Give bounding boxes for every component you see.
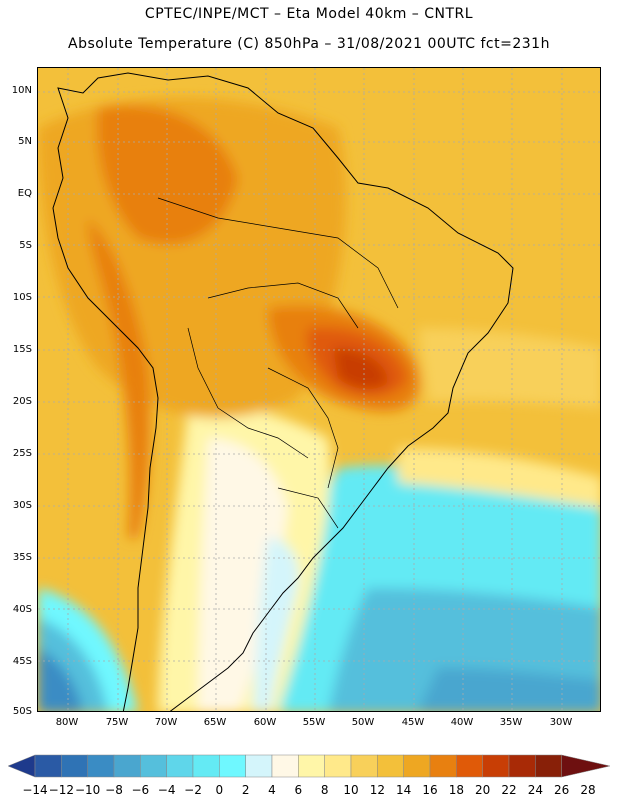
colorbar-tick-label: 0 bbox=[215, 783, 224, 797]
colorbar-swatch bbox=[377, 754, 404, 778]
latitude-label: 25S bbox=[12, 448, 32, 459]
longitude-label: 60W bbox=[253, 717, 277, 728]
latitude-label: 35S bbox=[12, 552, 32, 563]
latitude-label: 5S bbox=[19, 240, 32, 251]
colorbar-tick-label: 22 bbox=[501, 783, 517, 797]
colorbar-tick-label: −2 bbox=[184, 783, 202, 797]
latitude-label: 10S bbox=[12, 292, 32, 303]
colorbar-swatch bbox=[245, 754, 273, 778]
colorbar-tick-label: −14 bbox=[22, 783, 48, 797]
colorbar-tick-label: −12 bbox=[48, 783, 74, 797]
colorbar-swatch bbox=[34, 754, 62, 778]
map-title: CPTEC/INPE/MCT – Eta Model 40km – CNTRL bbox=[144, 6, 474, 22]
colorbar-swatch bbox=[508, 754, 536, 778]
latitude-label: 15S bbox=[12, 344, 32, 355]
colorbar-tick-label: 8 bbox=[320, 783, 329, 797]
latitude-label: 40S bbox=[12, 604, 32, 615]
colorbar-tick-label: 4 bbox=[268, 783, 276, 797]
longitude-label: 40W bbox=[450, 717, 474, 728]
colorbar-tick-label: 14 bbox=[396, 783, 412, 797]
colorbar-swatch bbox=[324, 754, 352, 778]
colorbar-tick-label: 26 bbox=[554, 783, 570, 797]
colorbar-tick-label: 2 bbox=[241, 783, 250, 797]
colorbar-tick-label: 24 bbox=[527, 783, 543, 797]
colorbar-swatch bbox=[113, 754, 141, 778]
latitude-label: 30S bbox=[12, 500, 32, 511]
south-america-outline bbox=[52, 72, 514, 711]
longitude-label: 30W bbox=[549, 717, 573, 728]
latitude-label: 50S bbox=[12, 706, 32, 717]
colorbar-swatch bbox=[298, 754, 325, 778]
colorbar-swatch bbox=[271, 754, 299, 778]
colorbar-swatch bbox=[61, 754, 88, 778]
colorbar-swatch bbox=[535, 754, 562, 778]
longitude-label: 35W bbox=[499, 717, 523, 728]
colorbar-swatch bbox=[429, 754, 457, 778]
temperature-colorbar bbox=[7, 754, 611, 778]
map-subtitle: Absolute Temperature (C) 850hPa – 31/08/… bbox=[68, 36, 550, 52]
colorbar-swatch bbox=[219, 754, 246, 778]
longitude-label: 65W bbox=[203, 717, 227, 728]
colorbar-min-arrow bbox=[7, 754, 36, 778]
colorbar-tick-label: 12 bbox=[369, 783, 385, 797]
colorbar-tick-label: −10 bbox=[74, 783, 101, 797]
longitude-label: 55W bbox=[302, 717, 326, 728]
colorbar-swatch bbox=[350, 754, 378, 778]
colorbar-tick-label: 6 bbox=[294, 783, 303, 797]
colorbar-swatch bbox=[482, 754, 510, 778]
latitude-label: EQ bbox=[17, 188, 32, 199]
colorbar-tick-label: 16 bbox=[422, 783, 438, 797]
colorbar-tick-label: −4 bbox=[157, 783, 176, 797]
colorbar-tick-label: 28 bbox=[580, 783, 596, 797]
latitude-label: 20S bbox=[12, 396, 32, 407]
colorbar-tick-label: 18 bbox=[448, 783, 464, 797]
longitude-label: 50W bbox=[351, 717, 375, 728]
colorbar-tick-label: 20 bbox=[475, 783, 491, 797]
colorbar-swatch bbox=[403, 754, 431, 778]
latitude-label: 5N bbox=[18, 136, 32, 147]
longitude-label: 45W bbox=[401, 717, 425, 728]
latitude-label: 45S bbox=[12, 656, 32, 667]
colorbar-tick-label: −8 bbox=[105, 783, 123, 797]
colorbar-tick-label: −6 bbox=[131, 783, 150, 797]
colorbar-swatch bbox=[456, 754, 483, 778]
colorbar-tick-label: 10 bbox=[343, 783, 359, 797]
latitude-label: 10N bbox=[11, 85, 32, 96]
colorbar-max-arrow bbox=[561, 754, 611, 778]
colorbar-swatch bbox=[87, 754, 115, 778]
colorbar-swatch bbox=[192, 754, 220, 778]
longitude-label: 75W bbox=[105, 717, 129, 728]
longitude-label: 70W bbox=[154, 717, 178, 728]
longitude-label: 80W bbox=[55, 717, 79, 728]
colorbar-swatch bbox=[140, 754, 167, 778]
temperature-map bbox=[37, 67, 601, 712]
colorbar-swatch bbox=[166, 754, 194, 778]
